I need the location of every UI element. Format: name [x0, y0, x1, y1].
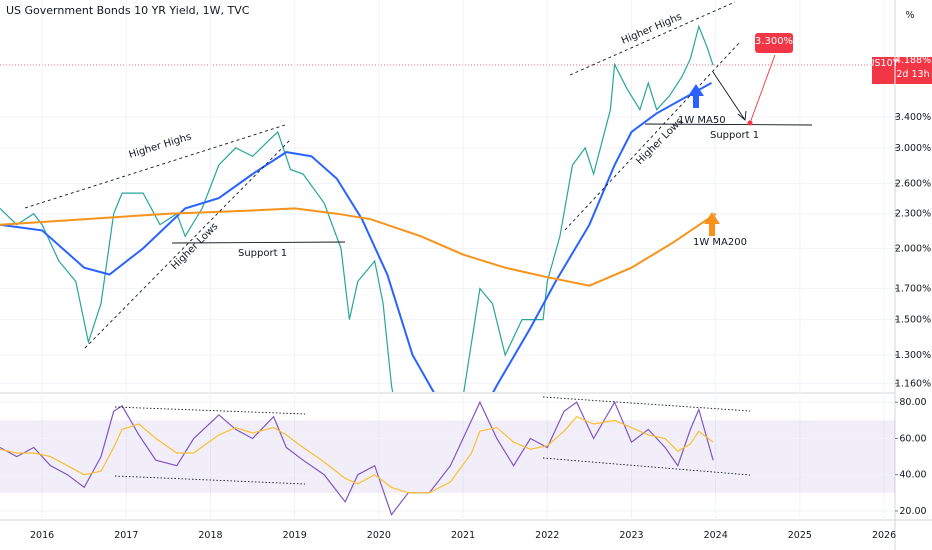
- series-label: 1W MA200: [693, 237, 747, 248]
- trend-line: [114, 406, 306, 415]
- annotations: [24, 1, 813, 485]
- trend-line: [542, 396, 751, 412]
- y-tick-label: 80.00: [899, 397, 926, 408]
- y-tick-label: 2.600%: [895, 178, 931, 189]
- x-tick-label: 2017: [114, 530, 138, 541]
- series-line: [0, 82, 712, 392]
- target-dot: [747, 120, 753, 126]
- trend-line: [564, 41, 741, 231]
- trend-line: [84, 139, 291, 349]
- x-tick-label: 2022: [535, 530, 559, 541]
- y-tick-label: 1.700%: [895, 284, 931, 295]
- last-price: 4.188%: [895, 55, 931, 66]
- x-tick-label: 2021: [451, 530, 475, 541]
- support-line: [171, 241, 346, 244]
- target-label: 3.300%: [755, 36, 793, 47]
- target-box: [755, 33, 793, 53]
- arrow: [712, 71, 747, 121]
- countdown: 2d 13h: [896, 69, 929, 80]
- x-tick-label: 2025: [788, 530, 812, 541]
- x-tick-label: 2024: [704, 530, 728, 541]
- series-line: [0, 400, 714, 516]
- y-tick-label: 1.300%: [895, 350, 931, 361]
- series-label: 1W MA50: [678, 115, 726, 126]
- support-line: [644, 123, 813, 126]
- x-tick-label: 2020: [367, 530, 391, 541]
- series-line: [0, 415, 714, 494]
- arrow-icon: [704, 212, 720, 236]
- trend-line: [114, 475, 306, 485]
- annotation: Higher Highs: [128, 131, 193, 160]
- y-tick-label: 1.160%: [895, 378, 931, 389]
- arrow-icon: [688, 84, 704, 108]
- x-tick-label: 2018: [198, 530, 222, 541]
- unit-label: %: [905, 10, 914, 21]
- x-tick-label: 2016: [30, 530, 54, 541]
- y-tick-label: 2.300%: [895, 209, 931, 220]
- y-tick-label: 3.400%: [895, 112, 931, 123]
- x-tick-label: 2023: [619, 530, 643, 541]
- annotation: Higher Highs: [620, 11, 684, 46]
- symbol-label: US10Y: [868, 58, 899, 69]
- annotation: Support 1: [238, 248, 287, 259]
- y-tick-label: 2.000%: [895, 243, 931, 254]
- x-tick-label: 2019: [283, 530, 307, 541]
- annotation: Support 1: [710, 130, 759, 141]
- annotation: Higher Lows: [169, 221, 220, 272]
- y-tick-label: 20.00: [899, 506, 926, 517]
- series-line: [0, 24, 714, 392]
- price-badge: [872, 57, 932, 84]
- series-line: [0, 207, 717, 287]
- chart-title: US Government Bonds 10 YR Yield, 1W, TVC: [6, 4, 250, 17]
- y-tick-label: 1.500%: [895, 315, 931, 326]
- trend-line: [569, 1, 736, 76]
- trend-line: [24, 124, 286, 209]
- y-tick-label: 40.00: [899, 470, 926, 481]
- x-tick-label: 2026: [872, 530, 896, 541]
- y-tick-label: 60.00: [899, 433, 926, 444]
- y-tick-label: 3.000%: [895, 143, 931, 154]
- rsi-band: [0, 420, 895, 493]
- arrow: [749, 54, 776, 124]
